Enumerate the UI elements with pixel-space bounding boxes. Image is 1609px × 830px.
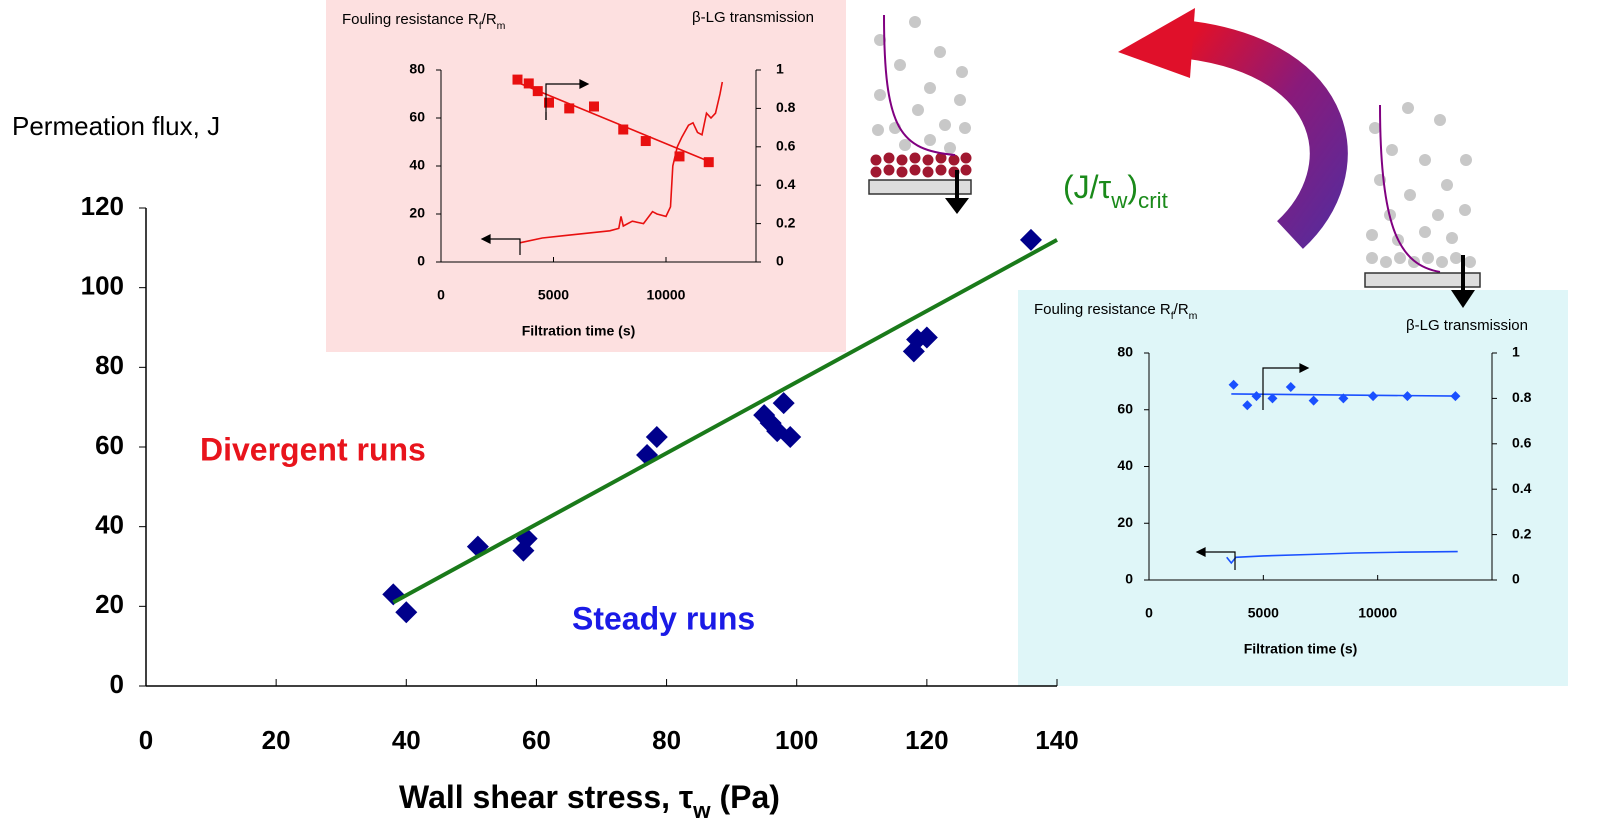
inset-background	[1018, 290, 1568, 686]
y2-tick-label: 0.2	[776, 214, 796, 230]
y-tick-label: 40	[95, 510, 124, 540]
y-axis-title-part: Fouling resistance R	[342, 11, 479, 28]
y2-tick-label: 0	[776, 253, 784, 269]
y-axis-title-part: Fouling resistance R	[1034, 301, 1171, 318]
y-tick-label: 60	[1117, 400, 1133, 416]
x-tick-label: 0	[139, 725, 153, 755]
y-tick-label: 0	[417, 253, 425, 269]
y-tick-label: 0	[110, 669, 124, 699]
square-marker	[704, 157, 714, 167]
annotation: Divergent runs	[200, 431, 426, 467]
y-tick-label: 20	[1117, 514, 1133, 530]
x-tick-label: 20	[262, 725, 291, 755]
diamond-marker	[395, 601, 417, 623]
x-tick-label: 5000	[1248, 605, 1279, 621]
annotation: Steady runs	[572, 600, 755, 636]
x-tick-label: 60	[522, 725, 551, 755]
y-tick-label: 60	[95, 430, 124, 460]
y-tick-label: 20	[95, 589, 124, 619]
x-tick-label: 120	[905, 725, 948, 755]
y-axis-title: Permeation flux, J	[12, 111, 220, 141]
y2-tick-label: 1	[776, 61, 784, 77]
inset-background	[326, 0, 846, 352]
y-tick-label: 80	[95, 350, 124, 380]
y2-tick-label: 0.2	[1512, 525, 1532, 541]
y2-axis-title: β-LG transmission	[1406, 317, 1528, 334]
x-tick-label: 10000	[1358, 605, 1397, 621]
y-tick-label: 40	[409, 157, 425, 173]
x-tick-label: 40	[392, 725, 421, 755]
x-tick-label: 0	[437, 287, 445, 303]
critical-label-part: )	[1127, 169, 1138, 205]
y2-tick-label: 0.4	[776, 176, 796, 192]
x-tick-label: 5000	[538, 287, 569, 303]
y2-tick-label: 1	[1512, 344, 1520, 360]
y-axis-title-part: /R	[1174, 301, 1189, 318]
x-axis-title-part: w	[692, 798, 711, 823]
x-axis-title: Filtration time (s)	[1244, 641, 1358, 657]
critical-label-part: (J/τ	[1063, 169, 1112, 205]
y2-tick-label: 0.8	[776, 99, 796, 115]
square-marker	[589, 101, 599, 111]
x-tick-label: 140	[1035, 725, 1078, 755]
x-axis-title-part: Wall shear stress, τ	[399, 779, 693, 815]
y-tick-label: 20	[409, 205, 425, 221]
y-axis-title-part: m	[1189, 310, 1198, 322]
y2-tick-label: 0	[1512, 571, 1520, 587]
y2-tick-label: 0.6	[776, 138, 796, 154]
diamond-marker	[1020, 229, 1042, 251]
x-tick-label: 10000	[647, 287, 686, 303]
diamond-marker	[646, 426, 668, 448]
y-tick-label: 80	[409, 61, 425, 77]
y-axis-title-part: /R	[482, 11, 497, 28]
x-axis-title-part: (Pa)	[711, 779, 780, 815]
y-tick-label: 120	[81, 191, 124, 221]
y-tick-label: 0	[1125, 571, 1133, 587]
y2-axis-title: β-LG transmission	[692, 9, 814, 26]
critical-label-part: crit	[1138, 188, 1169, 213]
x-tick-label: 100	[775, 725, 818, 755]
x-tick-label: 80	[652, 725, 681, 755]
y-tick-label: 60	[409, 109, 425, 125]
y-tick-label: 40	[1117, 457, 1133, 473]
y-tick-label: 80	[1117, 344, 1133, 360]
membrane-diagram-steady	[1365, 102, 1480, 308]
x-axis-title: Filtration time (s)	[522, 323, 636, 339]
x-axis-title: Wall shear stress, τw (Pa)	[399, 779, 780, 823]
y2-tick-label: 0.8	[1512, 389, 1532, 405]
critical-label-part: w	[1110, 188, 1128, 213]
y-tick-label: 100	[81, 271, 124, 301]
x-tick-label: 0	[1145, 605, 1153, 621]
figure: 020406080100120020406080100120140Permeat…	[0, 0, 1609, 830]
y-axis-title-part: m	[497, 20, 506, 32]
y2-tick-label: 0.4	[1512, 480, 1532, 496]
y2-tick-label: 0.6	[1512, 435, 1532, 451]
membrane-diagram-fouled	[869, 15, 972, 214]
critical-label: (J/τw)crit	[1063, 169, 1169, 213]
